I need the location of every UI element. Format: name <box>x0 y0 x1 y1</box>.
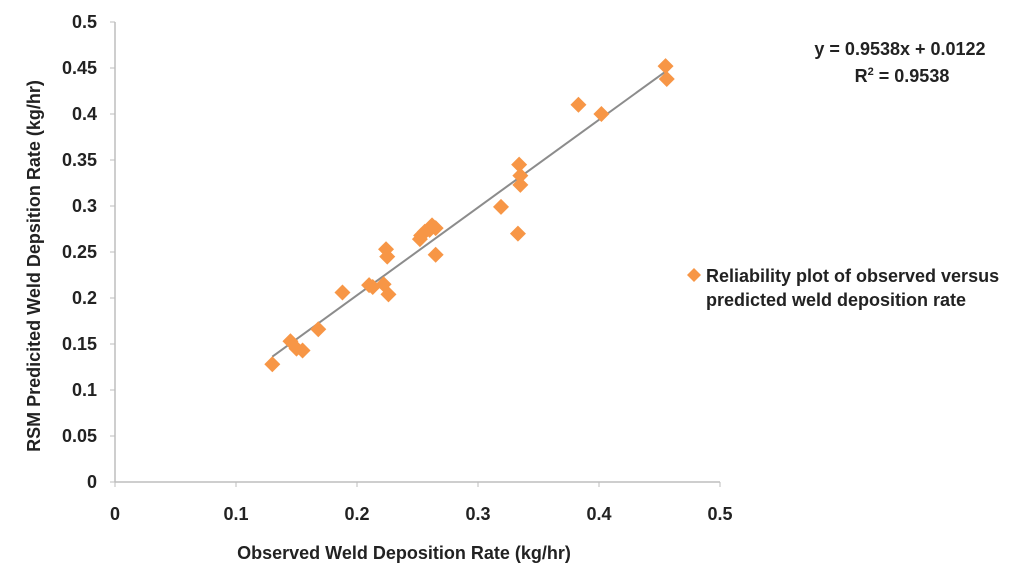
x-tick-label: 0 <box>110 504 120 524</box>
data-point <box>380 286 397 303</box>
x-tick-label: 0.5 <box>707 504 732 524</box>
trendline-equation: y = 0.9538x + 0.0122 R2 = 0.9538 <box>814 39 985 86</box>
x-tick-labels: 0 0.1 0.2 0.3 0.4 0.5 <box>110 482 733 524</box>
legend-label-line-1: Reliability plot of observed versus <box>706 266 999 286</box>
r-squared-label: R2 = 0.9538 <box>855 66 950 86</box>
data-point <box>570 96 587 113</box>
y-tick-label: 0.2 <box>72 288 97 308</box>
y-tick-label: 0.5 <box>72 12 97 32</box>
data-point <box>657 58 674 75</box>
data-point <box>492 198 509 215</box>
y-tick-label: 0.05 <box>62 426 97 446</box>
data-point <box>509 225 526 242</box>
data-point <box>334 284 351 301</box>
data-point <box>310 321 327 338</box>
legend-marker-icon <box>687 268 701 282</box>
y-tick-labels: 0 0.05 0.1 0.15 0.2 0.25 0.3 0.35 0.4 0.45 0.5 <box>62 12 115 492</box>
y-tick-label: 0.1 <box>72 380 97 400</box>
data-point <box>379 248 396 265</box>
y-tick-label: 0.25 <box>62 242 97 262</box>
x-tick-label: 0.2 <box>344 504 369 524</box>
x-tick-label: 0.4 <box>586 504 611 524</box>
y-tick-label: 0.45 <box>62 58 97 78</box>
data-point <box>427 246 444 263</box>
data-point <box>427 220 444 237</box>
legend-label: Reliability plot of observed versus pred… <box>706 266 1004 310</box>
data-points <box>264 58 675 373</box>
x-axis-title: Observed Weld Deposition Rate (kg/hr) <box>237 543 571 563</box>
data-point <box>658 71 675 88</box>
data-point <box>512 167 529 184</box>
legend-label-line-2: predicted weld deposition rate <box>706 290 966 310</box>
x-tick-label: 0.1 <box>223 504 248 524</box>
data-point <box>593 106 610 122</box>
data-point <box>512 176 529 193</box>
y-tick-label: 0 <box>87 472 97 492</box>
y-tick-label: 0.4 <box>72 104 97 124</box>
equation-label: y = 0.9538x + 0.0122 <box>814 39 985 59</box>
y-tick-label: 0.15 <box>62 334 97 354</box>
x-tick-label: 0.3 <box>465 504 490 524</box>
legend: Reliability plot of observed versus pred… <box>687 266 1004 310</box>
data-point <box>294 342 311 359</box>
data-point <box>364 278 381 295</box>
y-axis-title: RSM Predicited Weld Depsition Rate (kg/h… <box>24 80 44 452</box>
data-point <box>264 356 281 373</box>
data-point <box>511 156 528 173</box>
y-tick-label: 0.35 <box>62 150 97 170</box>
y-tick-label: 0.3 <box>72 196 97 216</box>
